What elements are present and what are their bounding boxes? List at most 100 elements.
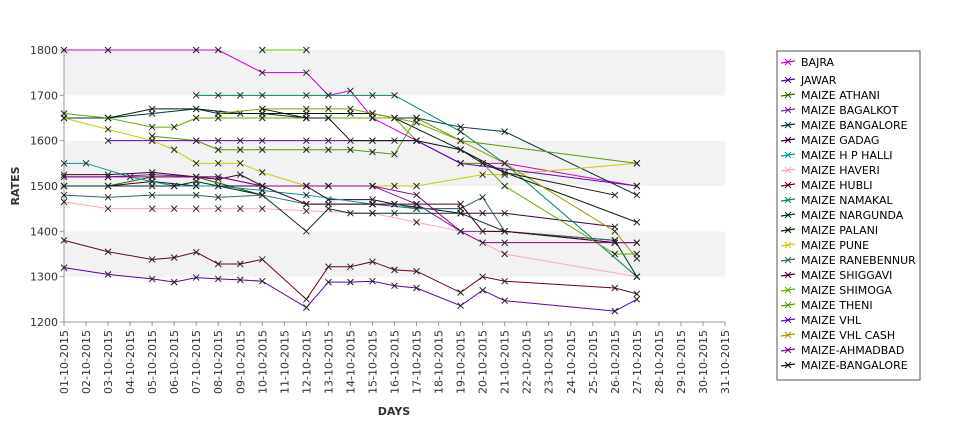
data-point-marker bbox=[148, 205, 156, 213]
data-point-marker bbox=[303, 182, 310, 190]
data-point-marker bbox=[611, 284, 619, 292]
series-group-item bbox=[60, 173, 641, 247]
legend-marker bbox=[784, 256, 792, 264]
data-point-marker bbox=[391, 114, 398, 122]
legend-label: BAJRA bbox=[801, 56, 835, 69]
legend-marker bbox=[784, 106, 792, 114]
data-point-marker bbox=[369, 258, 376, 266]
legend-marker bbox=[784, 286, 792, 294]
data-point-marker bbox=[148, 137, 156, 145]
data-point-marker bbox=[192, 46, 200, 54]
legend-item: MAIZE GADAG bbox=[780, 134, 879, 147]
legend-marker bbox=[784, 151, 792, 159]
data-point-marker bbox=[413, 267, 420, 275]
data-point-marker bbox=[236, 276, 244, 284]
data-point-marker bbox=[236, 159, 244, 167]
data-point-marker bbox=[611, 191, 619, 199]
data-point-marker bbox=[258, 105, 266, 113]
legend-marker bbox=[784, 181, 792, 189]
data-point-marker bbox=[60, 159, 68, 167]
data-point-marker bbox=[236, 91, 244, 99]
data-point-marker bbox=[457, 146, 464, 154]
series-lines bbox=[60, 46, 641, 315]
data-point-marker bbox=[391, 91, 398, 99]
data-point-marker bbox=[633, 182, 641, 190]
legend-label: MAIZE BANGALORE bbox=[801, 119, 908, 132]
x-tick-label: 21-10-2015 bbox=[499, 330, 512, 394]
data-point-marker bbox=[214, 205, 222, 213]
data-point-marker bbox=[60, 46, 68, 54]
legend-label: MAIZE SHIMOGA bbox=[801, 284, 892, 297]
x-tick-label: 31-10-2015 bbox=[719, 330, 732, 394]
x-tick-label: 05-10-2015 bbox=[146, 330, 159, 394]
data-point-marker bbox=[611, 227, 619, 235]
y-tick-label: 1200 bbox=[30, 316, 58, 329]
data-point-marker bbox=[611, 239, 619, 247]
legend-marker bbox=[784, 136, 792, 144]
data-point-marker bbox=[192, 105, 200, 113]
data-point-marker bbox=[325, 200, 332, 208]
data-point-marker bbox=[369, 148, 376, 156]
data-point-marker bbox=[391, 150, 398, 158]
y-tick-label: 1700 bbox=[30, 89, 58, 102]
data-point-marker bbox=[633, 191, 641, 199]
x-axis: 01-10-2015 02-10-2015 03-10-2015 04-10-2015… bbox=[58, 321, 732, 394]
x-tick-label: 15-10-2015 bbox=[366, 330, 379, 394]
data-point-marker bbox=[347, 263, 354, 271]
legend-label: MAIZE RANEBENNUR bbox=[801, 254, 916, 267]
data-point-marker bbox=[148, 105, 156, 113]
data-point-marker bbox=[479, 171, 486, 179]
data-point-marker bbox=[214, 146, 222, 154]
legend-label: MAIZE PUNE bbox=[801, 239, 869, 252]
x-tick-label: 18-10-2015 bbox=[433, 330, 446, 394]
y-tick-label: 1500 bbox=[30, 180, 58, 193]
data-point-marker bbox=[633, 159, 641, 167]
data-point-marker bbox=[501, 209, 509, 217]
x-tick-label: 04-10-2015 bbox=[124, 330, 137, 394]
y-axis: 1200 1300 1400 1500 1600 1700 1800 bbox=[30, 44, 65, 329]
data-point-marker bbox=[258, 182, 266, 190]
data-point-marker bbox=[148, 275, 156, 283]
legend-label: MAIZE NARGUNDA bbox=[801, 209, 904, 222]
series-line bbox=[64, 180, 638, 277]
x-tick-label: 03-10-2015 bbox=[102, 330, 115, 394]
legend-item: MAIZE SHIMOGA bbox=[780, 284, 892, 297]
legend-marker bbox=[784, 58, 792, 66]
grid-band bbox=[64, 50, 725, 96]
y-tick-label: 1400 bbox=[30, 225, 58, 238]
data-point-marker bbox=[413, 284, 420, 292]
x-tick-label: 10-10-2015 bbox=[256, 330, 269, 394]
data-point-marker bbox=[303, 200, 310, 208]
x-tick-label: 28-10-2015 bbox=[653, 330, 666, 394]
legend-label: MAIZE SHIGGAVI bbox=[801, 269, 892, 282]
data-point-marker bbox=[391, 266, 398, 274]
data-point-marker bbox=[258, 137, 266, 145]
data-point-marker bbox=[611, 250, 619, 258]
data-point-marker bbox=[170, 254, 178, 261]
legend-label: MAIZE H P HALLI bbox=[801, 149, 892, 162]
data-point-marker bbox=[501, 227, 509, 235]
series-line bbox=[108, 140, 637, 187]
series-group-item bbox=[60, 264, 641, 315]
series-group-item bbox=[258, 46, 310, 54]
x-tick-label: 02-10-2015 bbox=[80, 330, 93, 394]
data-point-marker bbox=[457, 289, 464, 296]
x-tick-label: 08-10-2015 bbox=[212, 330, 225, 394]
data-point-marker bbox=[457, 200, 464, 208]
y-tick-label: 1600 bbox=[30, 135, 58, 148]
data-point-marker bbox=[192, 159, 200, 167]
data-point-marker bbox=[60, 110, 68, 117]
data-point-marker bbox=[214, 275, 222, 283]
x-tick-label: 19-10-2015 bbox=[455, 330, 468, 394]
x-tick-label: 22-10-2015 bbox=[521, 330, 534, 394]
legend-marker bbox=[784, 211, 792, 219]
data-point-marker bbox=[347, 105, 354, 113]
legend-label: MAIZE ATHANI bbox=[801, 89, 880, 102]
grid-band bbox=[64, 140, 725, 186]
series-line bbox=[64, 171, 615, 244]
data-point-marker bbox=[413, 191, 420, 199]
x-tick-label: 11-10-2015 bbox=[278, 330, 291, 394]
data-point-marker bbox=[303, 114, 310, 122]
data-point-marker bbox=[258, 169, 266, 176]
